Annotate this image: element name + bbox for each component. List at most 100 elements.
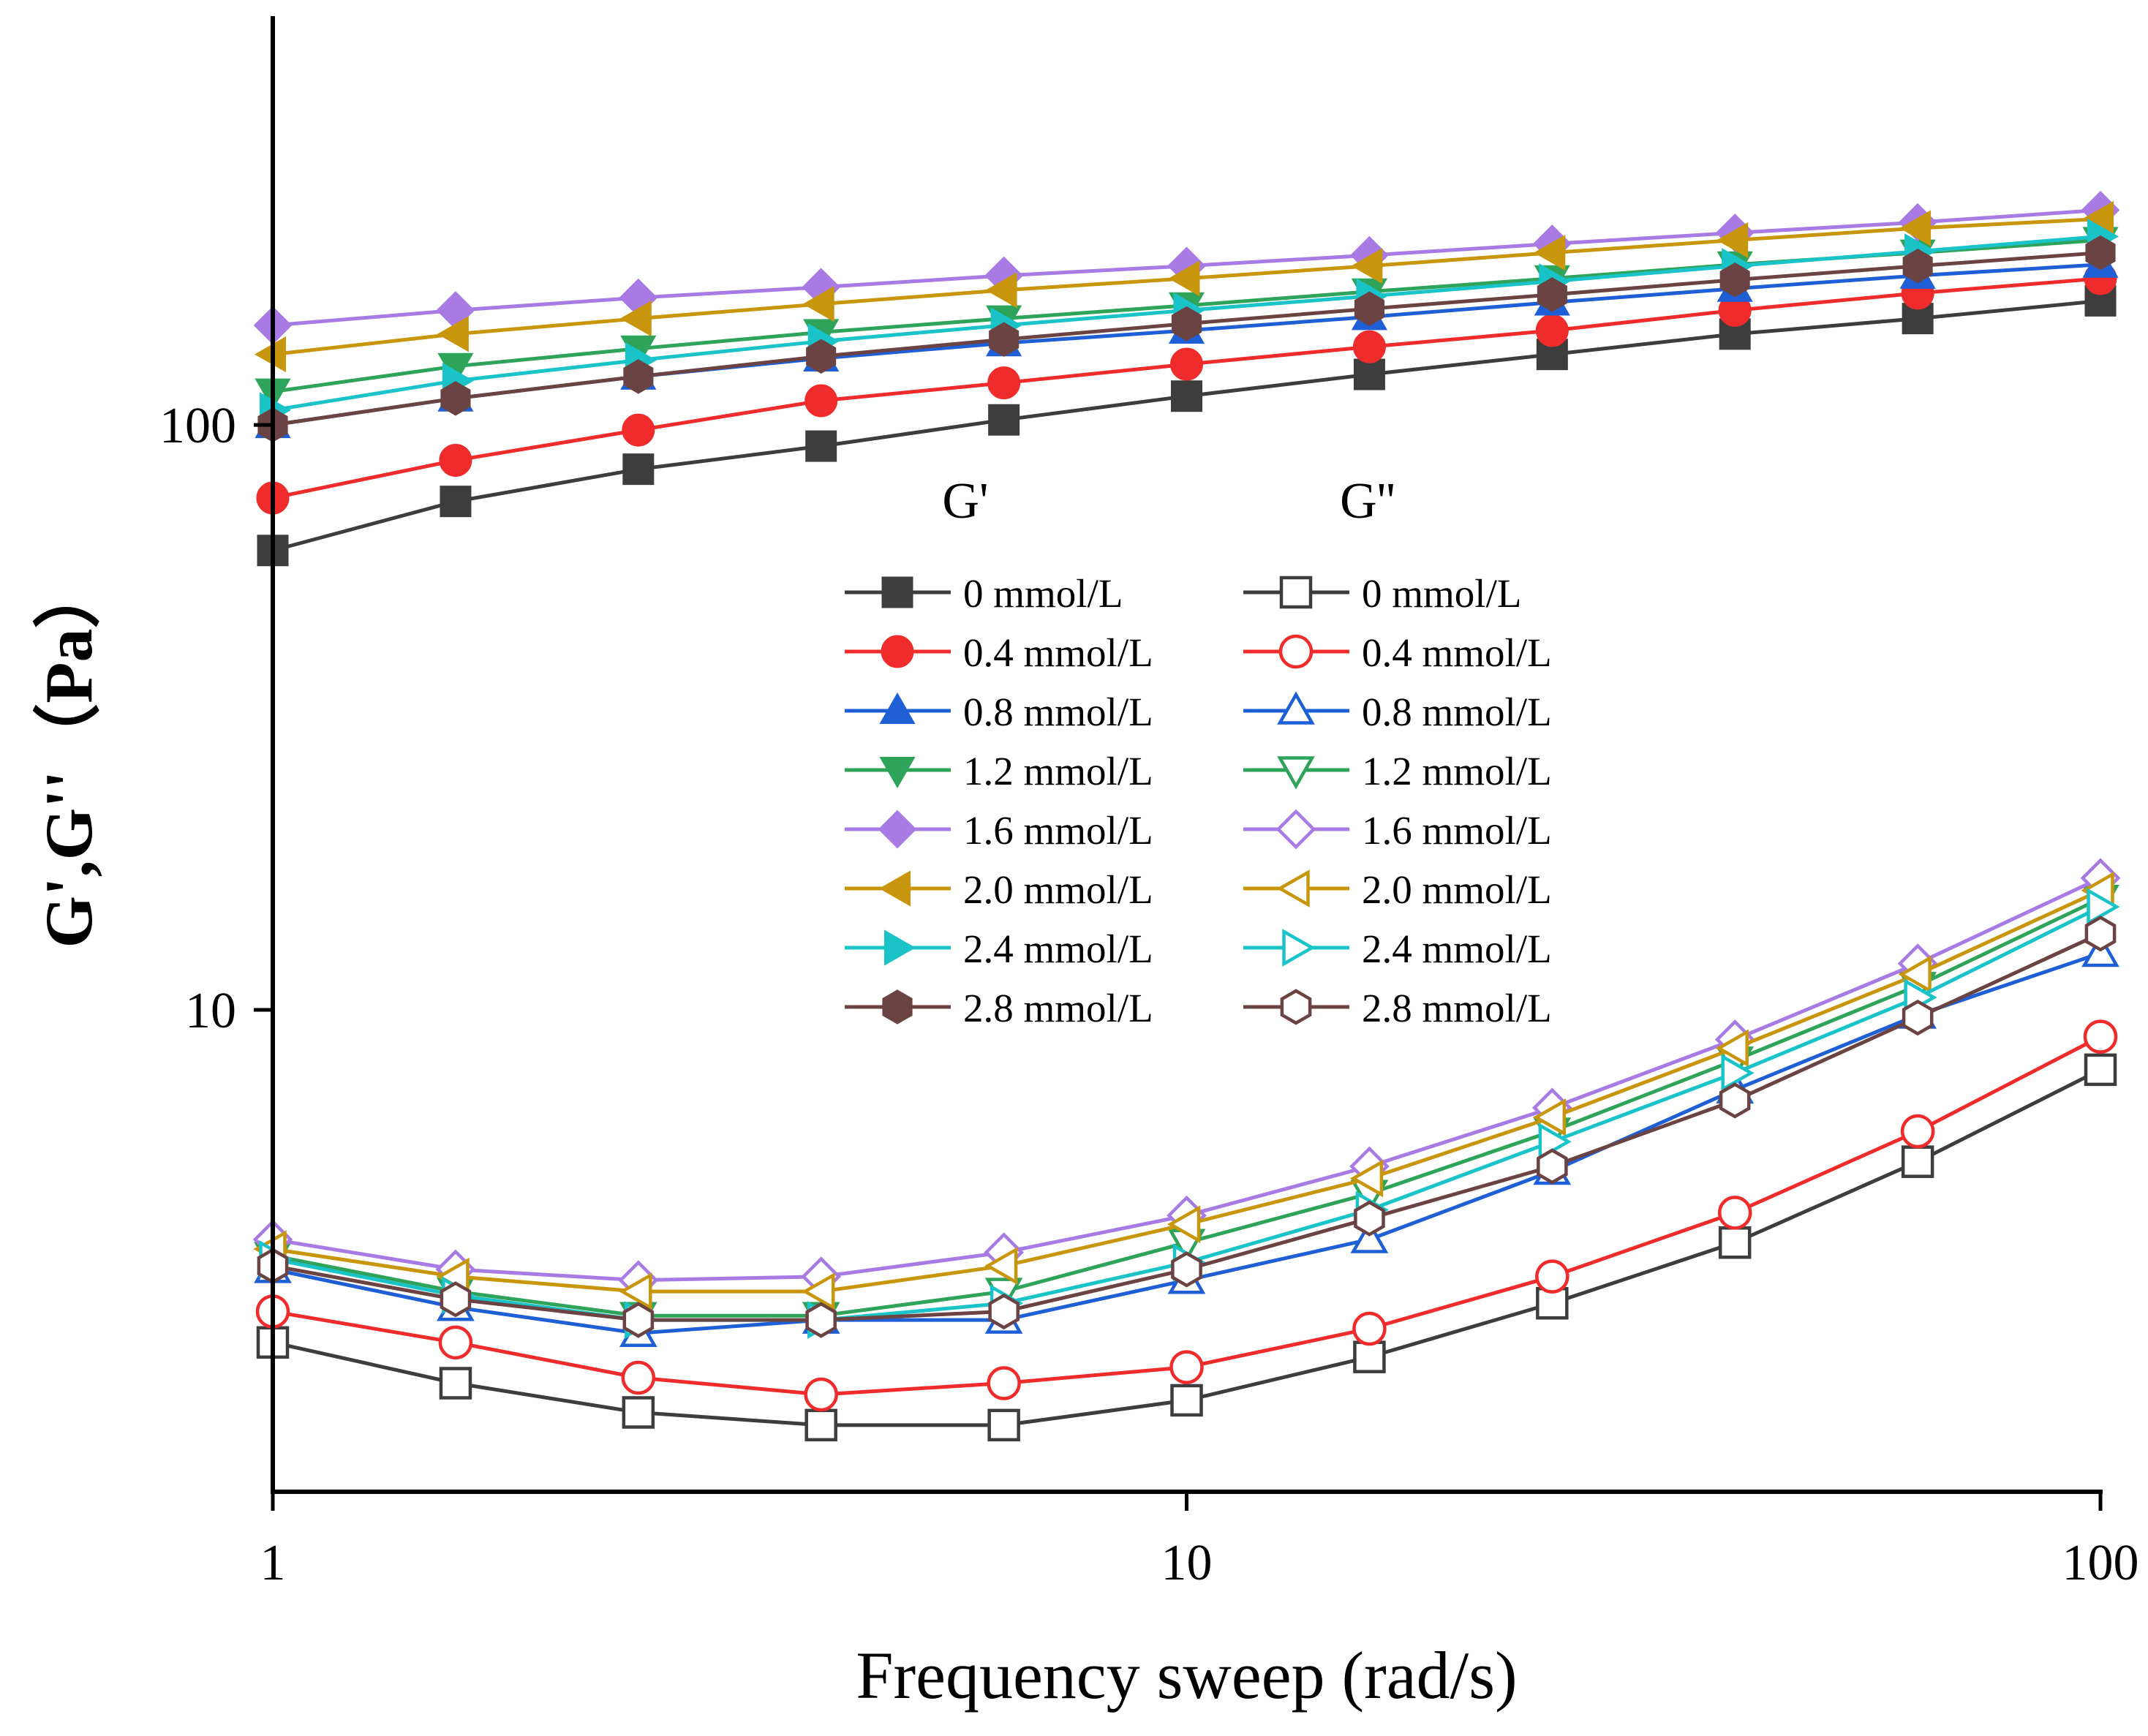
legend-item: 0.8 mmol/L <box>845 690 1153 734</box>
data-point <box>1535 1259 1569 1294</box>
data-point <box>1719 262 1750 298</box>
legend-swatch-marker <box>878 809 917 849</box>
series-layer <box>252 190 2121 1442</box>
data-point <box>1537 1148 1568 1185</box>
data-point <box>802 1272 835 1310</box>
x-tick-label: 100 <box>2062 1535 2139 1591</box>
data-point <box>619 1272 652 1310</box>
data-point <box>805 430 837 462</box>
data-point <box>1171 1251 1202 1288</box>
data-point <box>987 1408 1020 1442</box>
legend-label: 2.8 mmol/L <box>963 986 1153 1030</box>
x-ticks: 1 10 100 <box>260 1492 2139 1591</box>
data-point <box>2084 1053 2117 1087</box>
data-point <box>989 322 1020 357</box>
data-point <box>1352 330 1386 363</box>
legend-swatch-marker <box>879 757 916 789</box>
legend-label: 2.0 mmol/L <box>1362 867 1552 912</box>
x-tick-label: 1 <box>260 1535 286 1591</box>
data-point <box>1354 291 1384 326</box>
data-point <box>1171 380 1202 412</box>
data-point <box>1349 1159 1384 1198</box>
data-point <box>1900 1114 1935 1149</box>
y-tick-label: 10 <box>185 983 236 1039</box>
legend-swatch-marker <box>1279 575 1313 609</box>
legend-item: 0.4 mmol/L <box>845 630 1153 675</box>
data-point <box>438 1325 473 1360</box>
legend-label: 1.2 mmol/L <box>963 749 1153 793</box>
data-point <box>437 316 469 352</box>
data-point <box>1169 1350 1204 1384</box>
legend-item: 1.2 mmol/L <box>1243 749 1552 793</box>
data-point <box>440 1281 472 1318</box>
data-point <box>804 1408 837 1442</box>
data-point <box>440 381 471 416</box>
legend-label: 0.8 mmol/L <box>963 690 1153 734</box>
data-point <box>1170 347 1203 381</box>
legend-swatch-marker <box>884 929 916 966</box>
data-point <box>1901 1145 1934 1178</box>
y-axis-label: G',G''（Pa） <box>31 562 106 948</box>
data-point <box>2085 235 2116 271</box>
data-point <box>1168 260 1200 297</box>
data-point <box>987 1366 1021 1400</box>
legend-swatch-marker <box>881 576 913 608</box>
legend-label: 2.4 mmol/L <box>963 927 1153 971</box>
data-point <box>1353 1340 1386 1373</box>
series-g-prime-0 <box>257 284 2117 567</box>
y-tick-label: 100 <box>159 398 236 454</box>
legend-label: 0.4 mmol/L <box>1362 630 1552 675</box>
data-point <box>1167 1205 1201 1244</box>
legend-item: 2.4 mmol/L <box>845 927 1153 971</box>
legend-item: 2.0 mmol/L <box>1243 867 1552 912</box>
data-point <box>622 1396 655 1429</box>
data-point <box>988 404 1020 436</box>
data-point <box>439 1367 472 1400</box>
data-point <box>623 359 654 394</box>
legend-item: 1.6 mmol/L <box>845 808 1153 853</box>
data-point <box>1719 1082 1751 1119</box>
legend-item: 2.0 mmol/L <box>845 867 1153 912</box>
legend-label: 0.8 mmol/L <box>1362 690 1552 734</box>
legend-item: 2.8 mmol/L <box>845 986 1153 1030</box>
data-point <box>987 366 1021 400</box>
data-point <box>1170 1384 1203 1417</box>
legend-swatch-marker <box>878 870 911 907</box>
data-point <box>1718 1226 1752 1259</box>
x-axis-label: Frequency sweep (rad/s) <box>856 1638 1517 1713</box>
legend-item: 1.2 mmol/L <box>845 749 1153 793</box>
legend-title-g-prime: G' <box>942 473 988 529</box>
legend-swatch-marker <box>882 989 913 1024</box>
legend-item: 0.8 mmol/L <box>1243 690 1552 734</box>
legend-label: 1.6 mmol/L <box>963 808 1153 853</box>
data-point <box>1715 1029 1749 1068</box>
legend-label: 0 mmol/L <box>963 571 1123 616</box>
legend-label: 1.2 mmol/L <box>1362 749 1552 793</box>
legend-swatch-marker <box>1275 809 1316 850</box>
legend-label: 0.4 mmol/L <box>963 630 1153 675</box>
data-point <box>622 453 655 486</box>
legend-swatch-marker <box>1277 691 1315 725</box>
legend-item: 1.6 mmol/L <box>1243 808 1552 853</box>
data-point <box>1534 235 1566 271</box>
data-point <box>806 339 837 374</box>
data-point <box>984 1247 1018 1285</box>
legend-swatch-marker <box>1276 869 1310 907</box>
data-point <box>1535 314 1569 347</box>
legend-item: 0.4 mmol/L <box>1243 630 1552 675</box>
legend-label: 2.8 mmol/L <box>1362 986 1552 1030</box>
series-g-prime-7 <box>257 235 2116 442</box>
data-point <box>1899 210 1932 246</box>
data-point <box>1716 222 1749 258</box>
legend-swatch-marker <box>1278 634 1314 669</box>
data-point <box>439 443 472 477</box>
legend-label: 0 mmol/L <box>1362 571 1521 616</box>
data-point <box>1717 1196 1752 1230</box>
data-point <box>1354 1200 1385 1237</box>
data-point <box>2083 1019 2118 1054</box>
legend-title-g-double-prime: G'' <box>1340 473 1395 529</box>
data-point <box>1902 248 1933 284</box>
y-ticks: 10 100 <box>159 398 273 1039</box>
